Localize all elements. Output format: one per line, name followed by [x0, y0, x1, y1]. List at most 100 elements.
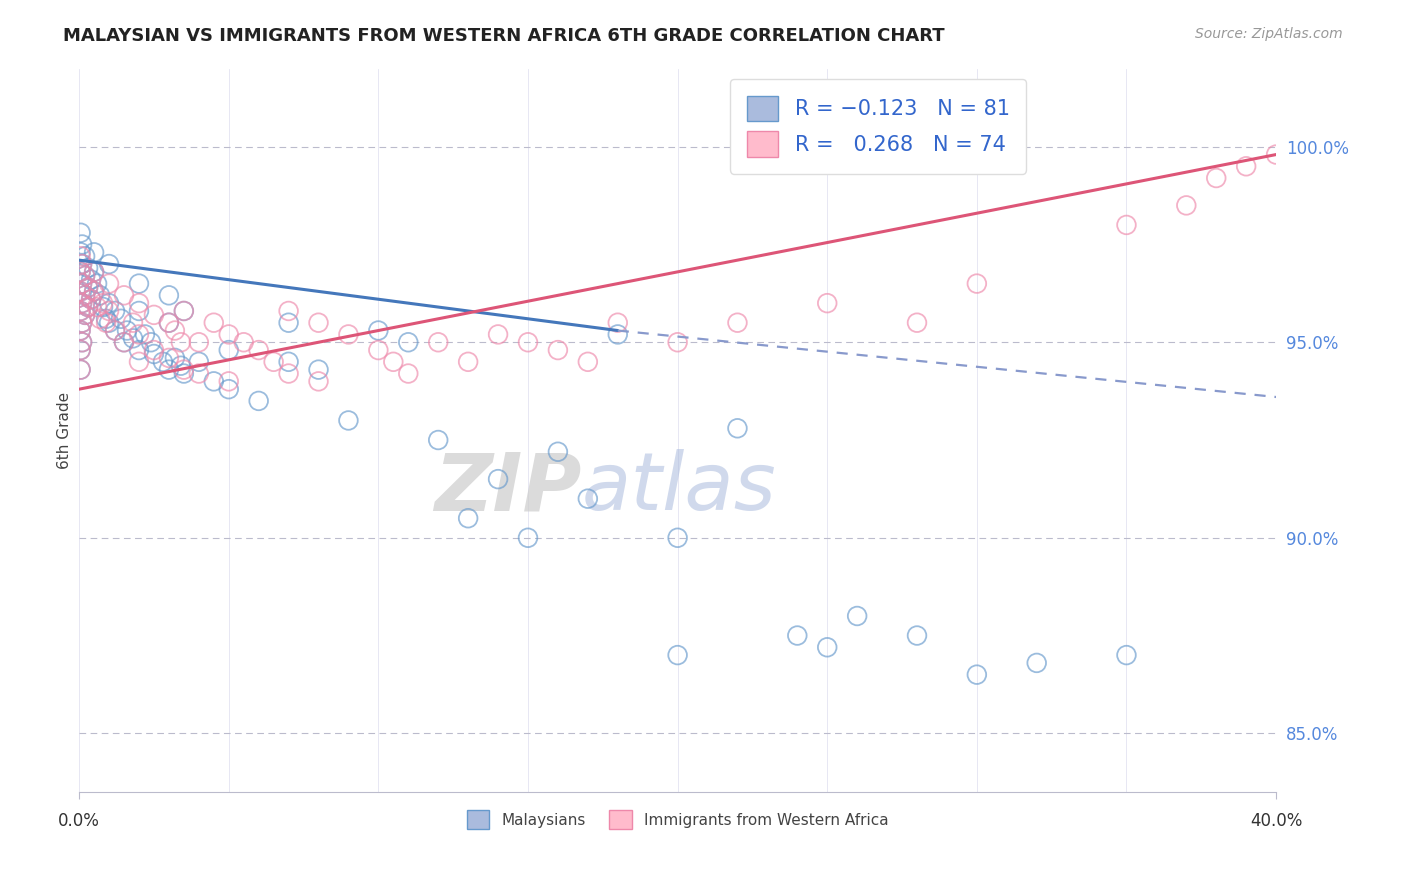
Point [69, 343, 91, 357]
Point [70, 277, 93, 291]
Point [83, 265, 105, 279]
Point [112, 335, 135, 350]
Point [666, 531, 689, 545]
Point [517, 335, 540, 350]
Point [367, 343, 389, 357]
Point [75, 288, 97, 302]
Point [1025, 656, 1047, 670]
Point [142, 343, 165, 357]
Point [576, 491, 599, 506]
Point [91, 300, 114, 314]
Point [98, 277, 121, 291]
Point [187, 367, 209, 381]
Point [727, 421, 749, 435]
Point [69, 362, 91, 376]
Point [277, 316, 299, 330]
Point [905, 316, 928, 330]
Point [89, 311, 111, 326]
Point [75, 308, 97, 322]
Point [308, 375, 330, 389]
Point [75, 288, 97, 302]
Point [202, 316, 225, 330]
Point [134, 327, 156, 342]
Point [70, 296, 93, 310]
Point [396, 367, 419, 381]
Point [70, 316, 93, 330]
Point [69, 304, 91, 318]
Point [80, 292, 103, 306]
Point [115, 324, 138, 338]
Point [77, 300, 100, 314]
Point [218, 327, 240, 342]
Point [70, 335, 93, 350]
Point [128, 277, 150, 291]
Point [170, 359, 193, 373]
Point [486, 327, 509, 342]
Point [91, 296, 114, 310]
Point [98, 257, 121, 271]
Point [308, 316, 330, 330]
Point [547, 343, 569, 357]
Point [83, 285, 105, 299]
Point [1115, 218, 1137, 232]
Point [128, 327, 150, 342]
Point [94, 311, 117, 326]
Point [277, 355, 299, 369]
Point [104, 324, 127, 338]
Point [77, 300, 100, 314]
Point [187, 355, 209, 369]
Point [77, 280, 100, 294]
Point [157, 316, 180, 330]
Point [69, 343, 91, 357]
Point [277, 304, 299, 318]
Point [69, 249, 91, 263]
Point [427, 335, 450, 350]
Point [83, 285, 105, 299]
Point [77, 280, 100, 294]
Point [69, 324, 91, 338]
Point [815, 640, 838, 655]
Point [247, 393, 270, 408]
Point [157, 351, 180, 365]
Point [86, 300, 108, 314]
Point [128, 355, 150, 369]
Point [905, 628, 928, 642]
Point [69, 362, 91, 376]
Point [367, 324, 389, 338]
Point [547, 444, 569, 458]
Point [89, 288, 111, 302]
Point [70, 237, 93, 252]
Point [308, 362, 330, 376]
Point [1115, 648, 1137, 662]
Point [157, 362, 180, 376]
Point [70, 257, 93, 271]
Point [152, 355, 174, 369]
Point [70, 335, 93, 350]
Point [70, 296, 93, 310]
Point [846, 609, 869, 624]
Point [382, 355, 405, 369]
Point [142, 308, 165, 322]
Point [173, 304, 195, 318]
Point [139, 335, 162, 350]
Point [128, 343, 150, 357]
Point [122, 316, 145, 330]
Point [666, 335, 689, 350]
Point [80, 292, 103, 306]
Point [1205, 171, 1227, 186]
Point [163, 324, 186, 338]
Text: ZIP: ZIP [434, 449, 582, 527]
Point [517, 531, 540, 545]
Text: 0.0%: 0.0% [58, 812, 100, 830]
Point [70, 277, 93, 291]
Point [173, 304, 195, 318]
Y-axis label: 6th Grade: 6th Grade [58, 392, 72, 469]
Point [247, 343, 270, 357]
Point [112, 288, 135, 302]
Point [1265, 147, 1288, 161]
Point [173, 367, 195, 381]
Point [69, 324, 91, 338]
Point [122, 331, 145, 345]
Point [128, 304, 150, 318]
Point [70, 257, 93, 271]
